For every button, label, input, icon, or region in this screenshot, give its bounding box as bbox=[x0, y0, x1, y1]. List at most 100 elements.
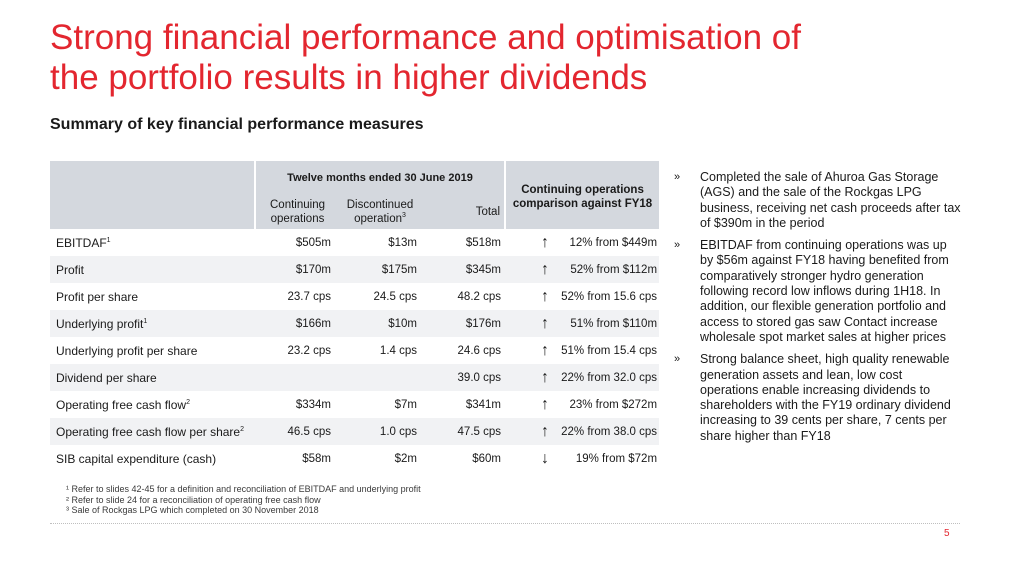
table-row: Underlying profit per share 23.2 cps 1.4… bbox=[50, 337, 659, 364]
bullet-text: EBITDAF from continuing operations was u… bbox=[700, 238, 949, 344]
slide-title-line-1: Strong financial performance and optimis… bbox=[50, 18, 801, 57]
continuing-header-line-1: Continuing bbox=[270, 198, 325, 211]
cell-discontinued bbox=[339, 364, 421, 391]
cell-discontinued: $2m bbox=[394, 452, 417, 465]
bullet-item: » EBITDAF from continuing operations was… bbox=[672, 238, 962, 345]
row-label: Dividend per share bbox=[50, 364, 255, 391]
comparison-header-line-1: Continuing operations bbox=[521, 184, 644, 196]
row-label-text: Operating free cash flow per share bbox=[56, 424, 241, 439]
cell-continuing bbox=[255, 364, 339, 391]
table-row: Operating free cash flow per share2 46.5… bbox=[50, 418, 660, 445]
table-row: Profit $170m $175m $345m ↑ 52% from $112… bbox=[50, 256, 660, 283]
cell-comparison: 51% from $110m bbox=[551, 310, 660, 337]
row-label-text: Underlying profit bbox=[56, 316, 144, 331]
row-label: Underlying profit per share bbox=[50, 337, 255, 364]
discontinued-header-line-2: operation3 bbox=[339, 212, 421, 226]
footer-divider bbox=[50, 523, 960, 524]
arrow-up-icon: ↑ bbox=[505, 310, 552, 337]
cell-continuing: $505m bbox=[295, 236, 331, 249]
bullet-text: Completed the sale of Ahuroa Gas Storage… bbox=[700, 170, 961, 230]
chevron-bullet-icon: » bbox=[674, 171, 681, 183]
row-label: Profit bbox=[50, 256, 255, 283]
cell-discontinued: $7m bbox=[394, 398, 417, 411]
cell-total: $341m bbox=[465, 398, 502, 411]
table-header-discontinued: Discontinued operation3 bbox=[339, 194, 421, 229]
slide-title-line-2: the portfolio results in higher dividend… bbox=[50, 58, 648, 97]
cell-total: $518m bbox=[465, 236, 502, 249]
cell-total: 47.5 cps bbox=[421, 418, 506, 445]
cell-total: $345m bbox=[421, 256, 506, 283]
table-row: Operating free cash flow2 $334m $7m $341… bbox=[50, 391, 659, 418]
row-label: EBITDAF1 bbox=[50, 229, 255, 256]
cell-comparison: 51% from 15.4 cps bbox=[561, 344, 658, 357]
arrow-up-icon: ↑ bbox=[541, 395, 550, 413]
footnote-3: ³ Sale of Rockgas LPG which completed on… bbox=[66, 505, 319, 515]
row-footnote-ref: 1 bbox=[143, 317, 148, 325]
cell-comparison: 52% from $112m bbox=[551, 256, 660, 283]
cell-discontinued: $175m bbox=[339, 256, 421, 283]
chevron-bullet-icon: » bbox=[674, 239, 681, 252]
footnotes: ¹ Refer to slides 42-45 for a definition… bbox=[66, 484, 421, 516]
bullet-item: » Completed the sale of Ahuroa Gas Stora… bbox=[672, 170, 962, 231]
cell-continuing: 23.2 cps bbox=[287, 344, 331, 357]
bullet-item: » Strong balance sheet, high quality ren… bbox=[672, 352, 962, 444]
row-footnote-ref: 2 bbox=[240, 425, 245, 433]
cell-comparison: 52% from 15.6 cps bbox=[561, 290, 658, 303]
cell-continuing: $170m bbox=[255, 256, 339, 283]
row-label-text: Profit bbox=[56, 262, 85, 277]
row-label-text: Operating free cash flow bbox=[56, 397, 187, 412]
cell-comparison: 23% from $272m bbox=[569, 398, 658, 411]
row-label: Operating free cash flow per share2 bbox=[50, 418, 255, 445]
financial-summary-table: Twelve months ended 30 June 2019 Continu… bbox=[50, 161, 660, 472]
cell-discontinued: 1.0 cps bbox=[339, 418, 421, 445]
table-row: EBITDAF1 $505m $13m $518m ↑ 12% from $44… bbox=[50, 229, 659, 256]
bullet-text: Strong balance sheet, high quality renew… bbox=[700, 352, 951, 443]
comparison-header-line-2: comparison against FY18 bbox=[512, 198, 653, 210]
discontinued-header-footnote-ref: 3 bbox=[402, 211, 406, 219]
arrow-up-icon: ↑ bbox=[541, 287, 550, 305]
cell-continuing: $334m bbox=[295, 398, 331, 411]
cell-total: $60m bbox=[472, 452, 502, 465]
row-label-text: EBITDAF bbox=[56, 235, 107, 250]
arrow-up-icon: ↑ bbox=[541, 233, 550, 251]
arrow-up-icon: ↑ bbox=[505, 418, 552, 445]
cell-continuing: 46.5 cps bbox=[255, 418, 339, 445]
table-row: Dividend per share 39.0 cps ↑ 22% from 3… bbox=[50, 364, 660, 391]
row-label: SIB capital expenditure (cash) bbox=[50, 445, 255, 472]
table-row: Profit per share 23.7 cps 24.5 cps 48.2 … bbox=[50, 283, 659, 310]
arrow-up-icon: ↑ bbox=[505, 364, 552, 391]
cell-discontinued: $13m bbox=[388, 236, 417, 249]
cell-total: 39.0 cps bbox=[421, 364, 506, 391]
arrow-down-icon: ↓ bbox=[541, 449, 550, 467]
cell-continuing: $58m bbox=[302, 452, 331, 465]
discontinued-header-text: operation bbox=[354, 212, 403, 225]
cell-discontinued: 1.4 cps bbox=[379, 344, 417, 357]
row-label: Profit per share bbox=[50, 283, 255, 310]
row-label-text: Profit per share bbox=[56, 289, 139, 304]
continuing-header-line-2: operations bbox=[270, 212, 325, 225]
table-header-comparison: Continuing operations comparison against… bbox=[504, 161, 660, 229]
arrow-up-icon: ↑ bbox=[541, 341, 550, 359]
page-number: 5 bbox=[944, 528, 950, 539]
table-header-period: Twelve months ended 30 June 2019 bbox=[253, 161, 506, 194]
row-label: Underlying profit1 bbox=[50, 310, 255, 337]
cell-comparison: 19% from $72m bbox=[575, 452, 658, 465]
table-header-blank bbox=[50, 161, 255, 229]
footnote-1: ¹ Refer to slides 42-45 for a definition… bbox=[66, 484, 421, 494]
row-label: Operating free cash flow2 bbox=[50, 391, 255, 418]
cell-continuing: $166m bbox=[255, 310, 339, 337]
row-footnote-ref: 1 bbox=[106, 236, 111, 244]
arrow-up-icon: ↑ bbox=[505, 256, 552, 283]
cell-comparison: 22% from 38.0 cps bbox=[551, 418, 660, 445]
slide-title: Strong financial performance and optimis… bbox=[50, 18, 950, 98]
cell-discontinued: $10m bbox=[339, 310, 421, 337]
discontinued-header-line-1: Discontinued bbox=[346, 198, 414, 211]
footnote-2: ² Refer to slide 24 for a reconciliation… bbox=[66, 494, 321, 505]
table-row: SIB capital expenditure (cash) $58m $2m … bbox=[50, 445, 659, 472]
cell-total: 48.2 cps bbox=[457, 290, 502, 303]
row-label-text: Underlying profit per share bbox=[56, 343, 198, 358]
cell-comparison: 12% from $449m bbox=[569, 236, 658, 249]
row-label-text: SIB capital expenditure (cash) bbox=[56, 451, 217, 466]
row-footnote-ref: 2 bbox=[186, 398, 190, 406]
table-header-total: Total bbox=[421, 194, 506, 229]
